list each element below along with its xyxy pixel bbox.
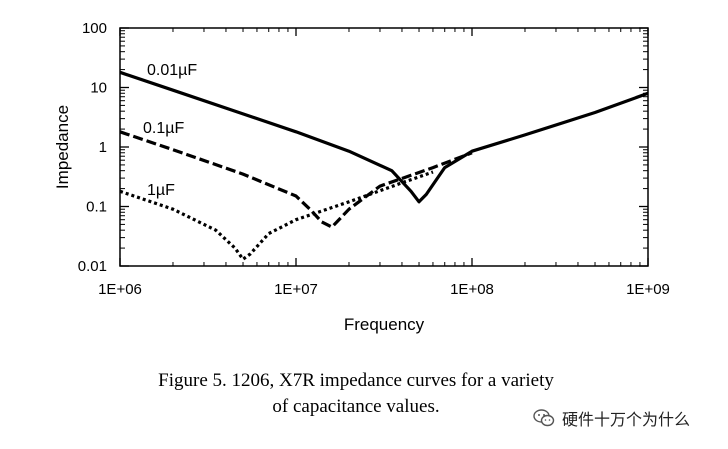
series-label: 1µF: [147, 182, 175, 199]
plot-frame: [119, 27, 649, 267]
x-axis-label: Frequency: [344, 315, 425, 334]
y-tick-label: 0.01: [78, 258, 107, 275]
series-line-dashed: [119, 130, 473, 229]
y-axis-label: Impedance: [53, 105, 72, 189]
y-tick-label: 0.1: [86, 199, 107, 216]
x-tick-label: 1E+08: [450, 281, 494, 298]
y-tick-label: 10: [90, 80, 107, 97]
series-line-solid: [119, 70, 649, 204]
x-tick-label: 1E+06: [98, 281, 142, 298]
x-tick-label: 1E+07: [274, 281, 318, 298]
figure-caption-line-1: Figure 5. 1206, X7R impedance curves for…: [158, 370, 554, 391]
watermark-text: 硬件十万个为什么: [562, 410, 691, 429]
y-tick-label: 100: [82, 20, 107, 37]
series-label: 0.01µF: [147, 62, 197, 79]
series-label: 0.1µF: [143, 120, 184, 137]
figure-caption-line-2: of capacitance values.: [272, 396, 440, 417]
series-line-dotted: [119, 170, 434, 261]
y-tick-label: 1: [99, 139, 107, 156]
x-tick-label: 1E+09: [626, 281, 670, 298]
watermark: 硬件十万个为什么: [532, 405, 690, 431]
wechat-icon: [533, 409, 555, 427]
